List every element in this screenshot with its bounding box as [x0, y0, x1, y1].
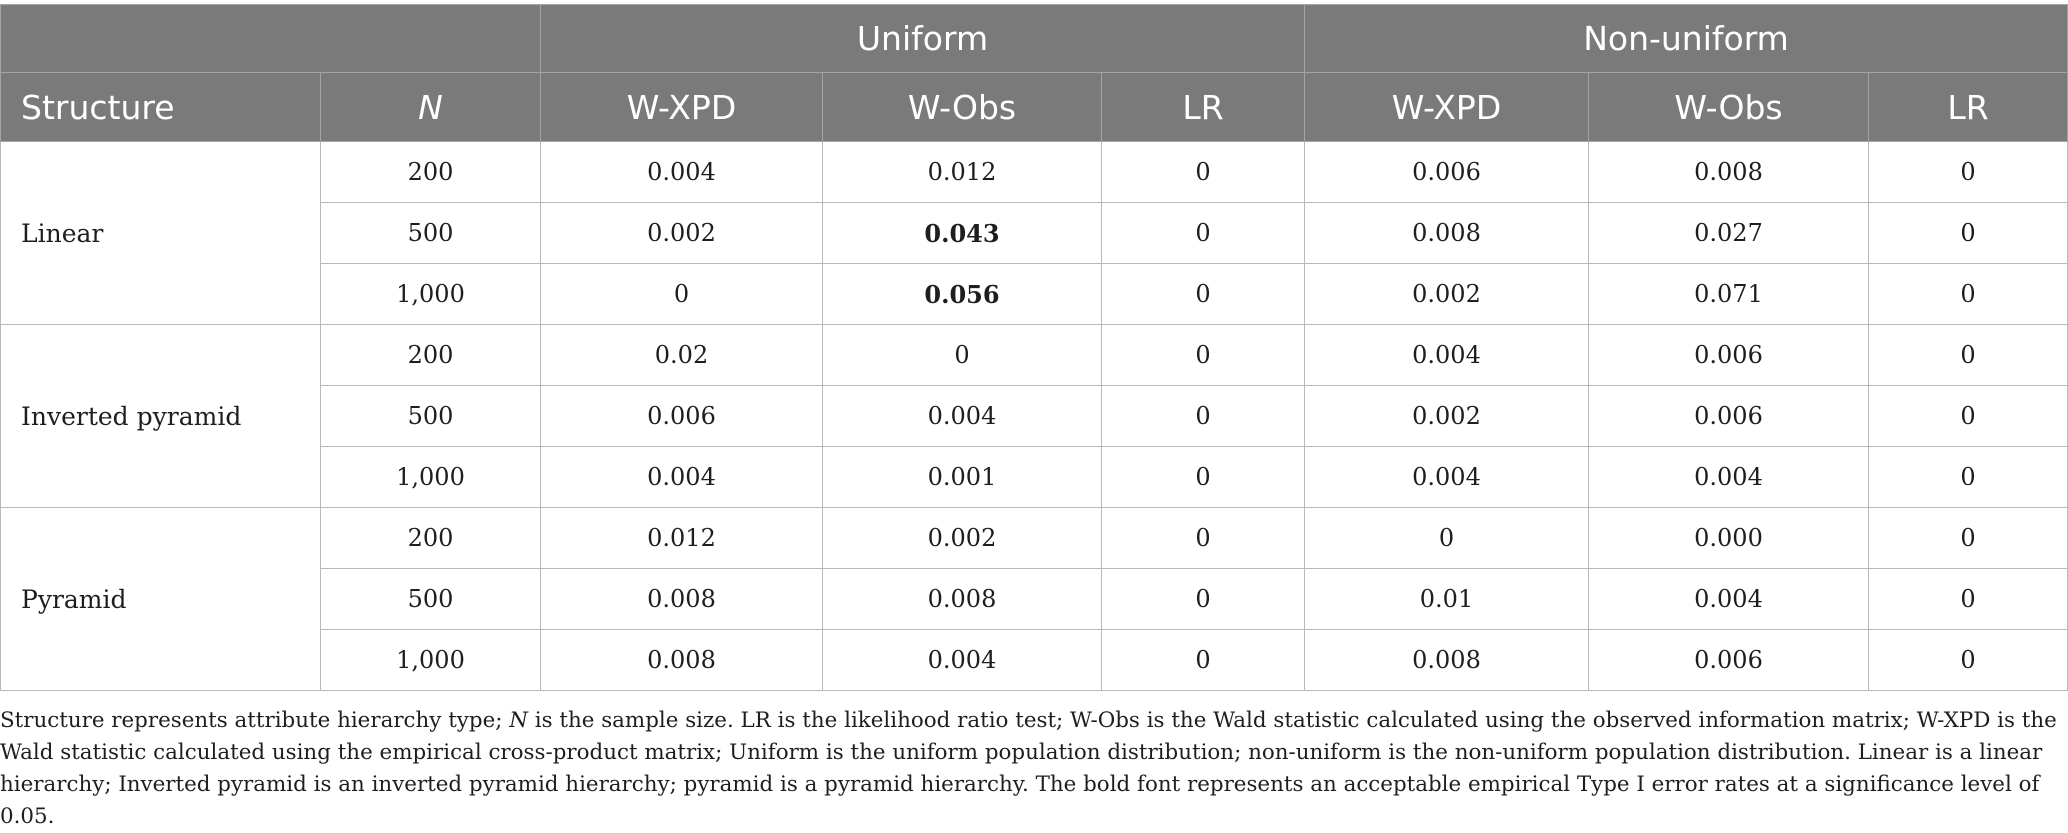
nonuniform-lr-cell: 0	[1867, 324, 2068, 386]
nonuniform-wxpd-cell: 0.01	[1304, 568, 1589, 630]
nonuniform-wobs-cell: 0.000	[1588, 507, 1869, 569]
nonuniform-wxpd-cell: 0	[1304, 507, 1589, 569]
uniform-wxpd-cell: 0	[540, 263, 823, 325]
table-row: 1,000 0.004 0.001 0 0.004 0.004 0	[1, 446, 2068, 508]
footnote-text-1: Structure represents attribute hierarchy…	[0, 708, 510, 733]
uniform-wobs-cell: 0.001	[822, 446, 1102, 508]
table-footnote: Structure represents attribute hierarchy…	[0, 705, 2066, 833]
nonuniform-wobs-cell: 0.071	[1588, 263, 1869, 325]
uniform-wobs-cell: 0.002	[822, 507, 1102, 569]
nonuniform-lr-cell: 0	[1867, 385, 2068, 447]
uniform-wxpd-cell: 0.008	[540, 629, 823, 691]
table-row: Inverted pyramid 200 0.02 0 0 0.004 0.00…	[0, 324, 2068, 508]
n-cell: 200	[320, 324, 541, 386]
n-cell: 500	[320, 202, 541, 264]
nonuniform-lr-cell: 0	[1867, 629, 2068, 691]
nonuniform-lr-cell: 0	[1867, 568, 2068, 630]
nonuniform-lr-cell: 0	[1867, 141, 2068, 203]
results-table-container: Uniform Non-uniform Structure N W-XPD W-…	[0, 4, 2068, 691]
uniform-wobs-cell: 0.012	[822, 141, 1102, 203]
table-body: Linear 200 0.004 0.012 0 0.006 0.008 0 5…	[0, 141, 2068, 691]
nonuniform-lr-cell: 0	[1867, 202, 2068, 264]
nonuniform-wobs-cell: 0.004	[1588, 568, 1869, 630]
column-header-uniform-wxpd: W-XPD	[540, 72, 823, 142]
nonuniform-wxpd-cell: 0.006	[1304, 141, 1589, 203]
nonuniform-wxpd-cell: 0.004	[1304, 446, 1589, 508]
column-header-nonuniform-wobs: W-Obs	[1588, 72, 1869, 142]
nonuniform-wxpd-cell: 0.008	[1304, 202, 1589, 264]
uniform-wobs-cell-bold: 0.043	[822, 202, 1102, 264]
uniform-wxpd-cell: 0.012	[540, 507, 823, 569]
uniform-wobs-cell: 0.008	[822, 568, 1102, 630]
structure-cell: Linear	[0, 141, 321, 325]
uniform-wxpd-cell: 0.004	[540, 141, 823, 203]
uniform-lr-cell: 0	[1101, 202, 1305, 264]
column-header-uniform-lr: LR	[1101, 72, 1305, 142]
column-header-nonuniform-lr: LR	[1867, 72, 2068, 142]
uniform-wxpd-cell: 0.006	[540, 385, 823, 447]
group-header-row: Uniform Non-uniform	[0, 4, 2068, 73]
footnote-n-italic: N	[509, 708, 528, 733]
nonuniform-wobs-cell: 0.006	[1588, 385, 1869, 447]
uniform-wxpd-cell: 0.002	[540, 202, 823, 264]
uniform-wobs-cell: 0.004	[822, 385, 1102, 447]
column-header-uniform-wobs: W-Obs	[822, 72, 1102, 142]
uniform-lr-cell: 0	[1101, 141, 1305, 203]
column-header-structure: Structure	[0, 72, 321, 142]
uniform-wobs-cell-bold: 0.056	[822, 263, 1102, 325]
uniform-lr-cell: 0	[1101, 629, 1305, 691]
uniform-lr-cell: 0	[1101, 568, 1305, 630]
group-header-uniform: Uniform	[540, 4, 1305, 73]
uniform-wobs-cell: 0.004	[822, 629, 1102, 691]
nonuniform-wobs-cell: 0.006	[1588, 629, 1869, 691]
nonuniform-lr-cell: 0	[1867, 263, 2068, 325]
structure-cell: Pyramid	[0, 507, 321, 691]
column-header-row: Structure N W-XPD W-Obs LR W-XPD W-Obs L…	[0, 72, 2068, 142]
table-row: 500 0.008 0.008 0 0.01 0.004 0	[1, 568, 2068, 630]
uniform-lr-cell: 0	[1101, 324, 1305, 386]
structure-cell: Inverted pyramid	[0, 324, 321, 508]
n-cell: 1,000	[320, 263, 541, 325]
uniform-wxpd-cell: 0.004	[540, 446, 823, 508]
nonuniform-wobs-cell: 0.027	[1588, 202, 1869, 264]
nonuniform-lr-cell: 0	[1867, 507, 2068, 569]
uniform-lr-cell: 0	[1101, 507, 1305, 569]
n-cell: 1,000	[320, 629, 541, 691]
type-i-error-table: Uniform Non-uniform Structure N W-XPD W-…	[0, 4, 2068, 691]
nonuniform-wxpd-cell: 0.004	[1304, 324, 1589, 386]
table-header: Uniform Non-uniform Structure N W-XPD W-…	[0, 4, 2068, 142]
nonuniform-wobs-cell: 0.006	[1588, 324, 1869, 386]
uniform-wobs-cell: 0	[822, 324, 1102, 386]
uniform-wxpd-cell: 0.02	[540, 324, 823, 386]
table-row: 500 0.006 0.004 0 0.002 0.006 0	[1, 385, 2068, 447]
group-header-blank	[0, 4, 541, 73]
nonuniform-wobs-cell: 0.008	[1588, 141, 1869, 203]
footnote-text-2: is the sample size. LR is the likelihood…	[0, 708, 2057, 829]
uniform-lr-cell: 0	[1101, 385, 1305, 447]
uniform-wxpd-cell: 0.008	[540, 568, 823, 630]
nonuniform-lr-cell: 0	[1867, 446, 2068, 508]
n-cell: 200	[320, 141, 541, 203]
uniform-lr-cell: 0	[1101, 446, 1305, 508]
n-cell: 1,000	[320, 446, 541, 508]
column-header-nonuniform-wxpd: W-XPD	[1304, 72, 1589, 142]
nonuniform-wxpd-cell: 0.008	[1304, 629, 1589, 691]
nonuniform-wobs-cell: 0.004	[1588, 446, 1869, 508]
n-cell: 500	[320, 385, 541, 447]
n-cell: 200	[320, 507, 541, 569]
table-row: Linear 200 0.004 0.012 0 0.006 0.008 0	[0, 141, 2068, 325]
uniform-lr-cell: 0	[1101, 263, 1305, 325]
column-header-n: N	[320, 72, 541, 142]
n-cell: 500	[320, 568, 541, 630]
group-header-nonuniform: Non-uniform	[1303, 4, 2068, 73]
table-row: Pyramid 200 0.012 0.002 0 0 0.000 0	[0, 507, 2068, 691]
table-row: 1,000 0.008 0.004 0 0.008 0.006 0	[1, 629, 2068, 691]
nonuniform-wxpd-cell: 0.002	[1304, 385, 1589, 447]
nonuniform-wxpd-cell: 0.002	[1304, 263, 1589, 325]
